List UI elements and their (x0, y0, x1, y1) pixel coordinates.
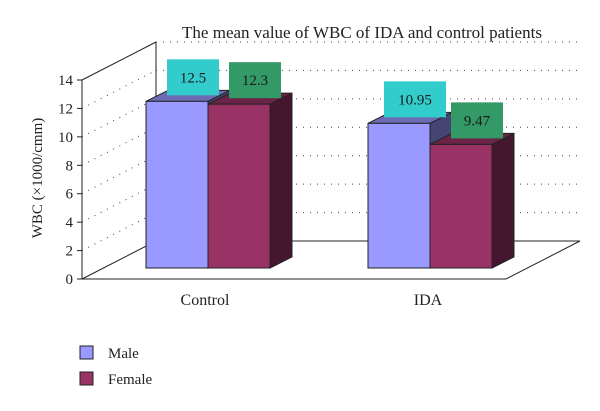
legend-label: Female (108, 372, 152, 388)
bar-front (429, 143, 493, 269)
bar-side (269, 92, 293, 269)
data-label-text: 10.95 (398, 92, 432, 108)
data-label: 12.3 (229, 62, 281, 99)
bar-side (491, 132, 515, 269)
data-label: 9.47 (451, 102, 503, 139)
y-tick-label: 2 (66, 244, 74, 260)
y-tick-label: 4 (66, 215, 74, 231)
y-tick-label: 6 (66, 187, 74, 203)
data-label-box (229, 62, 281, 99)
legend: Male Female (79, 345, 152, 388)
gridline-side (81, 212, 157, 252)
left-wall-top-edge (81, 41, 157, 81)
gridline-side (81, 126, 157, 166)
y-tick-label: 8 (66, 158, 74, 174)
bar-front (367, 122, 431, 269)
data-label-text: 9.47 (464, 113, 491, 129)
data-label-box (167, 59, 219, 96)
legend-label: Male (108, 346, 139, 362)
y-tick-label: 10 (58, 130, 73, 146)
data-label-box (451, 102, 503, 139)
gridline-side (81, 69, 157, 109)
data-label-text: 12.3 (242, 73, 268, 89)
legend-item: Male (79, 345, 139, 362)
gridline-side (81, 183, 157, 223)
bar-front (207, 103, 271, 269)
bar-front (145, 100, 209, 269)
y-tick-label: 12 (58, 101, 73, 117)
x-axis-categories: Control IDA (181, 292, 443, 309)
y-tick-label: 0 (66, 272, 74, 288)
data-label-text: 12.5 (180, 70, 206, 86)
bar-female-control (207, 92, 293, 269)
y-tick-label: 14 (58, 73, 74, 89)
legend-item: Female (79, 371, 152, 388)
data-label-box (384, 81, 446, 118)
bar-female-ida (429, 132, 515, 269)
y-axis-label: WBC (×1000/cmm) (30, 118, 46, 239)
gridline-side (81, 98, 157, 138)
y-axis-ticks: 0 2 4 6 8 10 12 14 (58, 73, 82, 288)
chart-title: The mean value of WBC of IDA and control… (182, 23, 542, 42)
legend-swatch (79, 345, 94, 360)
gridline-side (81, 155, 157, 195)
data-labels: 12.5 12.3 10.95 9.47 (167, 59, 503, 139)
data-label: 12.5 (167, 59, 219, 96)
data-label: 10.95 (384, 81, 446, 118)
x-category-label: Control (181, 292, 230, 309)
legend-swatch (79, 371, 94, 386)
x-category-label: IDA (414, 292, 443, 309)
